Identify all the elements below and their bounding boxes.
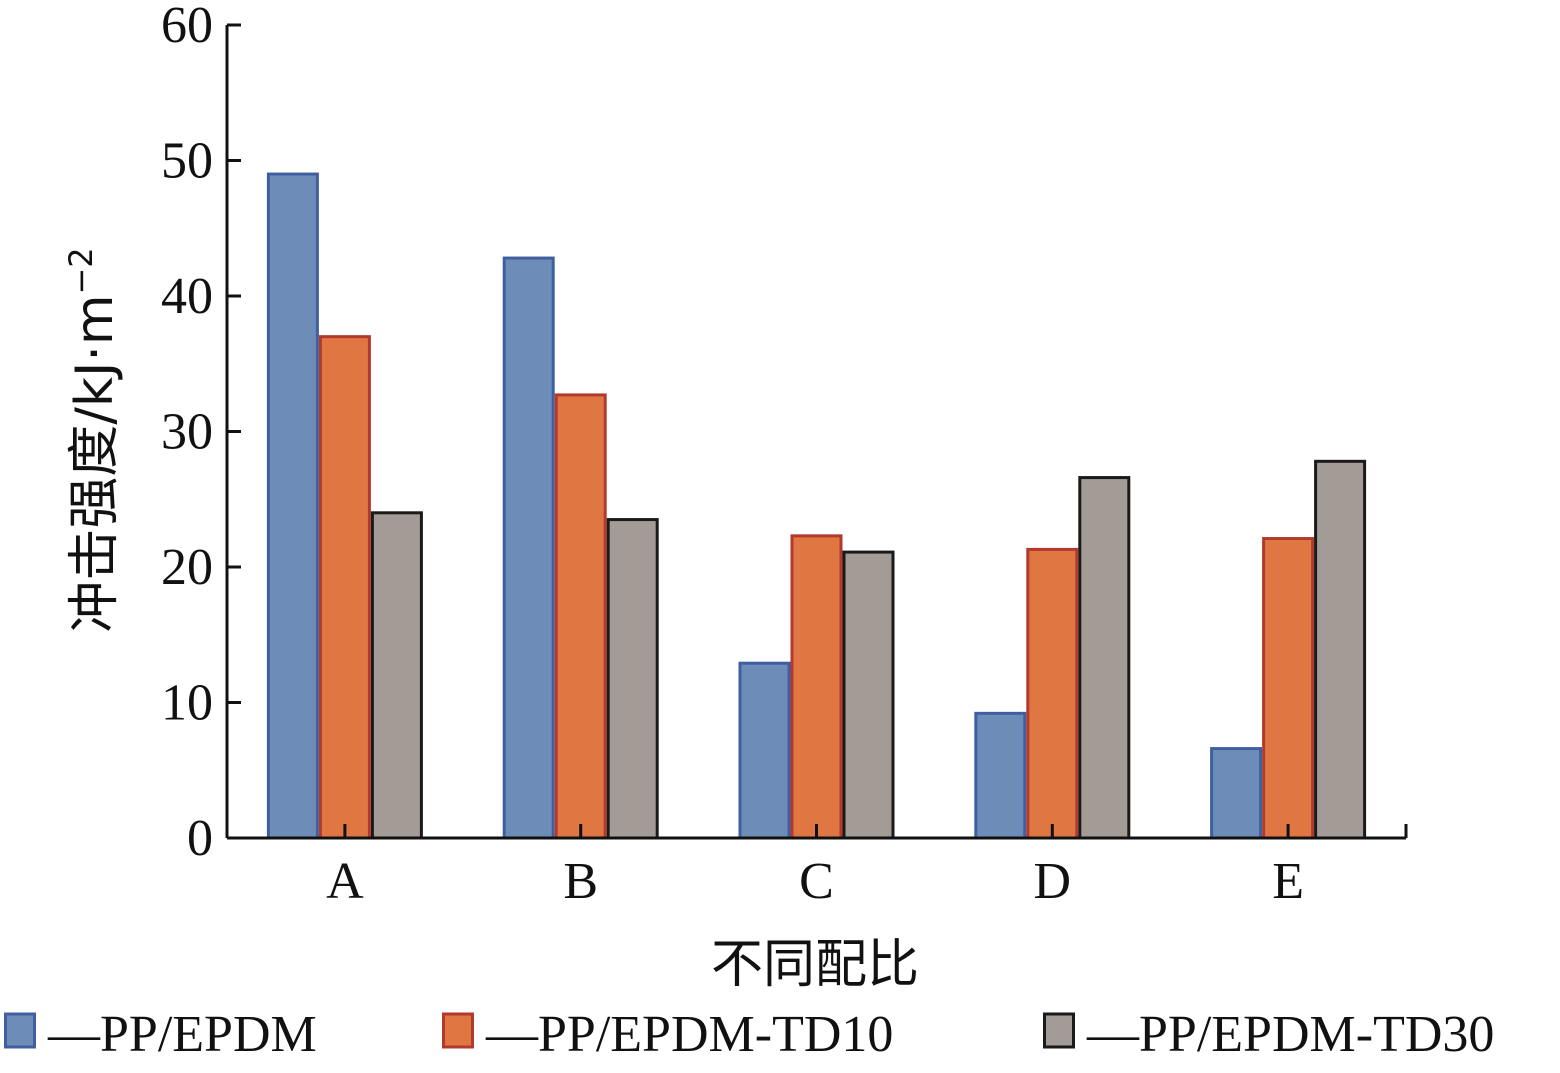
bar-B-3 [606,518,659,840]
y-tick-label: 30 [161,404,213,461]
y-tick-label: 10 [161,675,213,732]
x-tick-label: E [1272,853,1304,910]
y-axis-title-main: 冲击强度/kJ·m [65,295,125,633]
y-tick-label: 60 [161,0,213,54]
bar-C-3 [842,550,895,840]
x-axis-title: 不同配比 [711,935,919,995]
bar-A-1 [266,172,319,840]
bar-E-1 [1210,747,1263,840]
legend-series-name: PP/EPDM [100,1006,317,1063]
x-tick-label: C [799,853,834,910]
y-axis-title: 冲击强度/kJ·m−2 [62,247,125,632]
y-tick-label: 50 [161,133,213,190]
legend-series-name: PP/EPDM-TD30 [1139,1006,1494,1063]
bar-E-3 [1314,459,1367,840]
bar-D-3 [1078,476,1131,840]
bar-C-1 [738,661,791,840]
x-tick-label: A [326,853,364,910]
bar-A-2 [318,335,371,840]
legend-dash: — [1086,1006,1140,1063]
bars-group [266,172,1367,840]
bar-D-2 [1026,547,1079,840]
legend-series-name: PP/EPDM-TD10 [538,1006,893,1063]
legend-label-1: —PP/EPDM [47,1006,317,1063]
legend: —PP/EPDM —PP/EPDM-TD10 —PP/EPDM-TD30 [4,1006,1494,1063]
legend-swatch-1 [4,1012,36,1049]
bar-B-2 [554,393,607,840]
legend-swatch-3 [1043,1012,1075,1049]
bar-D-1 [974,711,1027,840]
legend-swatch-2 [442,1012,474,1049]
bar-B-1 [502,256,555,840]
x-tick-label: B [563,853,598,910]
y-tick-label: 40 [161,268,213,325]
legend-label-3: —PP/EPDM-TD30 [1086,1006,1494,1063]
legend-label-2: —PP/EPDM-TD10 [485,1006,893,1063]
legend-dash: — [485,1006,539,1063]
y-ticks-group: 0 10 20 30 40 50 60 [161,0,241,867]
y-axis-title-sup: −2 [62,247,100,294]
legend-dash: — [47,1006,101,1063]
x-tick-label: D [1034,853,1072,910]
bar-A-3 [370,511,423,840]
x-ticks-group: A B C D E [326,824,1408,910]
bar-E-2 [1262,537,1315,840]
y-tick-label: 0 [187,810,213,867]
y-tick-label: 20 [161,539,213,596]
bar-C-2 [790,534,843,840]
